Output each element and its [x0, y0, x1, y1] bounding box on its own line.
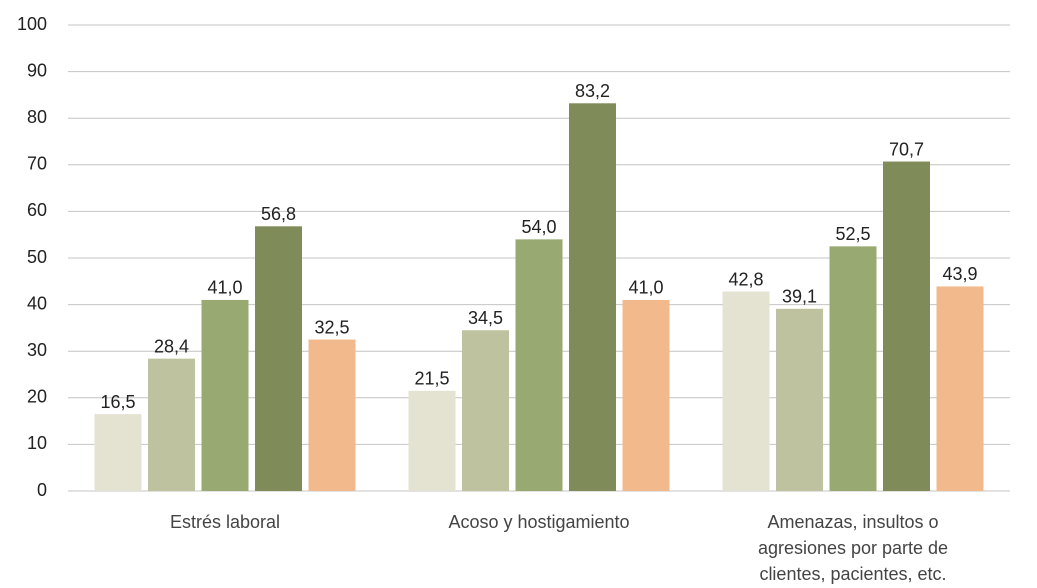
x-tick-label: Estrés laboral	[169, 512, 281, 532]
bar	[255, 226, 302, 491]
data-label: 32,5	[314, 317, 349, 337]
bar	[829, 246, 877, 491]
data-label: 54,0	[521, 217, 556, 237]
bar	[94, 414, 142, 491]
data-label: 28,4	[154, 336, 189, 356]
data-label: 39,1	[782, 287, 817, 307]
data-label: 21,5	[414, 369, 449, 389]
bar	[722, 291, 770, 491]
data-label: 41,0	[628, 278, 663, 298]
x-tick-label: Amenazas, insultos o agresiones por part…	[757, 512, 949, 584]
bar	[462, 330, 509, 491]
data-label: 52,5	[835, 224, 870, 244]
x-tick-label: Acoso y hostigamiento	[448, 512, 630, 532]
data-label: 43,9	[942, 264, 977, 284]
y-tick-label: 50	[27, 247, 47, 267]
y-tick-label: 20	[27, 387, 47, 407]
y-tick-label: 100	[17, 14, 47, 34]
bar	[148, 358, 195, 491]
y-tick-label: 30	[27, 340, 47, 360]
y-tick-label: 0	[37, 480, 47, 500]
y-tick-label: 80	[27, 107, 47, 127]
bar	[622, 299, 670, 491]
data-label: 16,5	[100, 392, 135, 412]
bar	[308, 339, 356, 491]
y-tick-label: 90	[27, 60, 47, 80]
bar	[515, 239, 563, 491]
y-tick-label: 10	[27, 433, 47, 453]
data-label: 83,2	[575, 81, 610, 101]
data-label: 41,0	[207, 278, 242, 298]
bar	[776, 308, 823, 491]
bar	[569, 103, 616, 492]
data-label: 56,8	[261, 204, 296, 224]
data-label: 34,5	[468, 308, 503, 328]
y-tick-label: 60	[27, 200, 47, 220]
y-tick-label: 40	[27, 293, 47, 313]
bar	[408, 390, 456, 491]
bar	[201, 299, 249, 491]
data-label: 70,7	[889, 139, 924, 159]
data-label: 42,8	[728, 269, 763, 289]
y-tick-label: 70	[27, 154, 47, 174]
bar	[936, 286, 984, 491]
bar	[883, 161, 930, 491]
